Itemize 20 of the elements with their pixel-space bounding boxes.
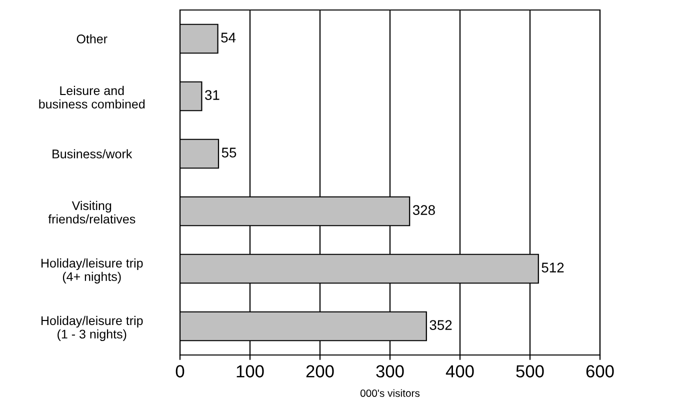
y-tick-label: Holiday/leisure trip (4+ nights) bbox=[41, 258, 143, 284]
x-tick-label: 200 bbox=[306, 365, 334, 378]
x-tick-label: 300 bbox=[376, 365, 404, 378]
y-tick-label: Holiday/leisure trip (1 - 3 nights) bbox=[41, 316, 143, 342]
y-tick-label: Other bbox=[76, 34, 108, 44]
x-tick-label: 100 bbox=[236, 365, 264, 378]
x-tick-label: 0 bbox=[176, 365, 184, 378]
x-tick-label: 600 bbox=[586, 365, 614, 378]
data-label: 512 bbox=[542, 262, 564, 272]
data-label: 328 bbox=[412, 205, 435, 215]
x-tick-label: 500 bbox=[516, 365, 544, 378]
data-label: 31 bbox=[205, 90, 220, 100]
y-tick-label: Visiting friends/relatives bbox=[48, 200, 136, 224]
y-tick-label: Leisure and business combined bbox=[39, 86, 145, 109]
data-label: 55 bbox=[222, 148, 236, 158]
data-label: 54 bbox=[221, 32, 236, 42]
x-tick-label: 400 bbox=[446, 365, 474, 378]
y-tick-label: Business/work bbox=[52, 149, 132, 158]
data-label: 352 bbox=[430, 320, 452, 330]
x-axis-title: 000's visitors bbox=[360, 389, 420, 397]
